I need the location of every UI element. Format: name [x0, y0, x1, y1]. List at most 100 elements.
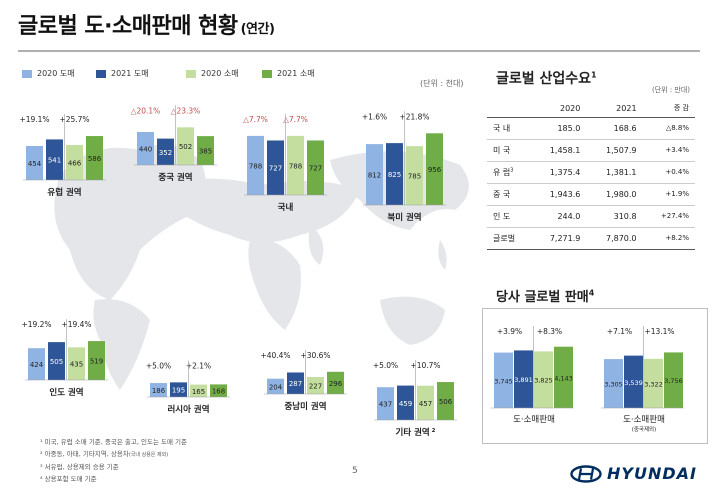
- title-divider: [18, 50, 700, 52]
- value-2020: 185.0: [530, 117, 587, 140]
- bar-value-label: 3,539: [624, 379, 643, 387]
- bar: [366, 144, 383, 205]
- region-group: 204 287 227 296 +40.4% +30.6% 중남미 권역: [260, 349, 347, 412]
- bar: [307, 376, 324, 394]
- retail-change-label: +8.3%: [537, 327, 562, 336]
- bar-value-label: 727: [269, 165, 282, 173]
- bar: [664, 352, 683, 408]
- industry-demand-table: 2020 2021 증 감 국 내 185.0 168.6 △8.8% 미 국 1,458…: [487, 100, 695, 250]
- value-change: +1.9%: [642, 183, 695, 206]
- bar: [604, 359, 623, 408]
- col-2020: 2020: [530, 100, 587, 118]
- bar: [26, 145, 43, 180]
- bar: [267, 140, 284, 195]
- bar: [247, 135, 264, 195]
- retail-change-label: +21.8%: [399, 112, 429, 121]
- value-2021: 1,980.0: [586, 183, 643, 206]
- bar-value-label: 502: [179, 143, 192, 151]
- legend-swatch: [22, 69, 32, 78]
- bar: [170, 382, 187, 397]
- bar-value-label: 3,322: [644, 380, 663, 388]
- bar: [377, 387, 394, 420]
- bar: [327, 371, 344, 394]
- bar-value-label: 4,143: [554, 374, 573, 382]
- hyundai-logo: HYUNDAI: [570, 464, 697, 483]
- region-label-sup: 2: [430, 428, 436, 434]
- bar: [287, 135, 304, 195]
- wholesale-change-label: △7.7%: [243, 115, 268, 124]
- legend-swatch: [186, 69, 196, 78]
- unit-label: (단위 : 천대): [420, 79, 464, 88]
- wholesale-change-label: △20.1%: [131, 106, 161, 115]
- bar-value-label: 454: [28, 160, 42, 168]
- bar-value-label: 195: [172, 387, 185, 395]
- bar: [624, 355, 643, 408]
- region-label: 유럽 권역: [47, 187, 81, 198]
- bar: [426, 133, 443, 205]
- our-sales-label: 도·소매판매: [623, 415, 665, 425]
- footnote-1: ¹ 미국, 유럽 소매 기준, 중국은 출고, 인도는 도매 기준: [40, 438, 187, 446]
- legend-swatch: [96, 69, 106, 78]
- bar-value-label: 352: [159, 149, 172, 157]
- bar: [417, 385, 434, 420]
- bar-value-label: 788: [289, 162, 302, 170]
- bar-value-label: 186: [152, 387, 166, 395]
- bar: [534, 351, 553, 408]
- bar: [46, 139, 63, 180]
- value-change: +8.2%: [642, 226, 695, 250]
- wholesale-change-label: +3.9%: [497, 327, 522, 336]
- bar-value-label: 812: [368, 172, 381, 180]
- bar: [267, 378, 284, 394]
- bar-value-label: 435: [70, 361, 83, 369]
- bar-value-label: 788: [249, 162, 262, 170]
- value-2021: 1,507.9: [586, 139, 643, 162]
- bar: [157, 138, 174, 165]
- table-row: 유 럽3 1,375.4 1,381.1 +0.4%: [487, 161, 695, 184]
- retail-change-label: +19.4%: [61, 320, 91, 329]
- total-row: 글로벌 7,271.9 7,870.0 +8.2%: [487, 226, 695, 250]
- bar-value-label: 459: [399, 400, 412, 408]
- bar-value-label: 440: [139, 146, 152, 154]
- bar: [86, 136, 103, 180]
- bar: [437, 382, 454, 420]
- wholesale-change-label: +5.0%: [373, 361, 398, 370]
- row-label: 유 럽3: [487, 161, 531, 184]
- value-2021: 168.6: [586, 117, 643, 140]
- legend-item-2021-wholesale: 2021 도매: [96, 68, 149, 79]
- wholesale-change-label: +19.2%: [21, 320, 51, 329]
- region-label: 북미 권역: [387, 212, 421, 223]
- bar-value-label: 204: [269, 383, 283, 391]
- retail-change-label: +13.1%: [644, 327, 674, 336]
- bar-value-label: 296: [329, 380, 343, 388]
- region-group: 788 727 788 727 △7.7% △7.7% 국내: [243, 113, 327, 213]
- bar-value-label: 727: [309, 165, 322, 173]
- bar-value-label: 505: [50, 358, 63, 366]
- industry-demand-title: 글로벌 산업수요1: [496, 70, 597, 87]
- bar-value-label: 541: [48, 157, 61, 165]
- footnote-4: ⁴ 상용포함 도매 기준: [40, 475, 97, 483]
- bar: [210, 384, 227, 397]
- bar: [150, 383, 167, 397]
- bar-value-label: 3,745: [494, 377, 513, 385]
- bar-value-label: 165: [192, 388, 205, 396]
- value-2020: 1,458.1: [530, 139, 587, 162]
- our-sales-group: 3,305 3,539 3,322 3,756 +7.1% +13.1% 도·소매판매(중국…: [601, 326, 684, 433]
- legend-item-2020-retail: 2020 소매: [186, 68, 239, 79]
- row-label-sup: 3: [510, 166, 514, 173]
- row-label: 국 내: [487, 117, 531, 140]
- region-label: 기타 권역 2: [396, 427, 436, 438]
- footnotes: ¹ 미국, 유럽 소매 기준, 중국은 출고, 인도는 도매 기준 ² 아중동,…: [40, 436, 187, 485]
- bar: [137, 132, 154, 165]
- legend-item-2021-retail: 2021 소매: [262, 68, 315, 79]
- wholesale-change-label: +1.6%: [362, 112, 387, 121]
- row-label: 글로벌: [487, 226, 531, 250]
- retail-change-label: △23.3%: [171, 106, 201, 115]
- page-number: 5: [352, 466, 358, 476]
- value-2021: 1,381.1: [586, 161, 643, 184]
- bar: [494, 352, 513, 408]
- region-group: 186 195 165 168 +5.0% +2.1% 러시아 권역: [146, 360, 230, 415]
- region-group: 437 459 457 506 +5.0% +10.7% 기타 권역 2: [373, 360, 457, 438]
- value-2020: 1,375.4: [530, 161, 587, 184]
- table-row: 인 도 244.0 310.8 +27.4%: [487, 205, 695, 228]
- bar-value-label: 424: [30, 361, 44, 369]
